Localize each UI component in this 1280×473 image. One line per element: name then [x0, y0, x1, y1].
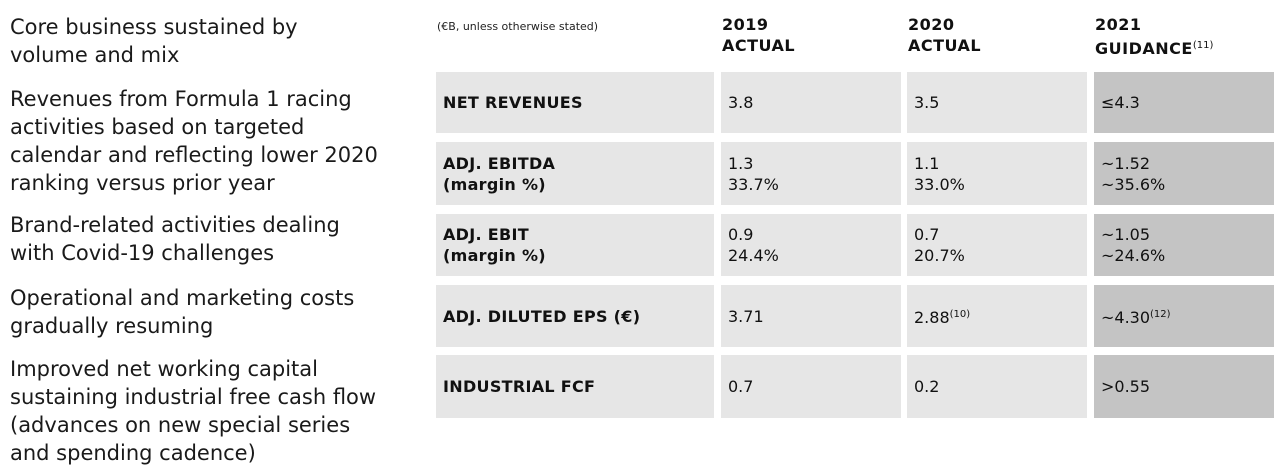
cell-adj-ebitda-2019: 1.3 33.7% — [721, 142, 901, 205]
cell-net-revenues-2019: 3.8 — [721, 72, 901, 133]
row-label-adj-ebit: ADJ. EBIT (margin %) — [436, 214, 714, 276]
cell-industrial-fcf-2019: 0.7 — [721, 355, 901, 418]
cell-adj-diluted-eps-2019: 3.71 — [721, 285, 901, 347]
cell-adj-ebit-2019: 0.9 24.4% — [721, 214, 901, 276]
header-2020-actual: 2020 ACTUAL — [908, 15, 982, 55]
cell-net-revenues-2020: 3.5 — [907, 72, 1087, 133]
cell-adj-ebit-2021: ~1.05 ~24.6% — [1094, 214, 1274, 276]
header-2021-footnote-ref: (11) — [1192, 40, 1214, 51]
footnote-ref-12: (12) — [1150, 309, 1171, 320]
commentary-working-capital: Improved net working capital sustaining … — [10, 357, 377, 465]
units-note: (€B, unless otherwise stated) — [437, 20, 599, 33]
cell-adj-ebitda-2021: ~1.52 ~35.6% — [1094, 142, 1274, 205]
commentary-brand-activities: Brand-related activities dealing with Co… — [10, 213, 340, 265]
cell-adj-ebit-2020: 0.7 20.7% — [907, 214, 1087, 276]
header-2019-actual: 2019 ACTUAL — [722, 15, 796, 55]
cell-adj-diluted-eps-2020: 2.88(10) — [907, 285, 1087, 347]
row-label-adj-diluted-eps: ADJ. DILUTED EPS (€) — [436, 285, 714, 347]
header-2021-guidance: 2021 GUIDANCE(11) — [1095, 14, 1213, 59]
row-label-adj-ebitda: ADJ. EBITDA (margin %) — [436, 142, 714, 205]
row-label-net-revenues: NET REVENUES — [436, 72, 714, 133]
header-2021-guidance-text: 2021 GUIDANCE — [1095, 15, 1193, 58]
footnote-ref-10: (10) — [949, 309, 971, 320]
commentary-volume-mix: Core business sustained by volume and mi… — [10, 15, 298, 67]
cell-adj-diluted-eps-2021: ~4.30(12) — [1094, 285, 1274, 347]
commentary-operational-costs: Operational and marketing costs graduall… — [10, 286, 355, 338]
cell-adj-ebitda-2020: 1.1 33.0% — [907, 142, 1087, 205]
cell-industrial-fcf-2020: 0.2 — [907, 355, 1087, 418]
cell-net-revenues-2021: ≤4.3 — [1094, 72, 1274, 133]
commentary-formula1-revenues: Revenues from Formula 1 racing activitie… — [10, 87, 378, 195]
row-label-industrial-fcf: INDUSTRIAL FCF — [436, 355, 714, 418]
cell-industrial-fcf-2021: >0.55 — [1094, 355, 1274, 418]
